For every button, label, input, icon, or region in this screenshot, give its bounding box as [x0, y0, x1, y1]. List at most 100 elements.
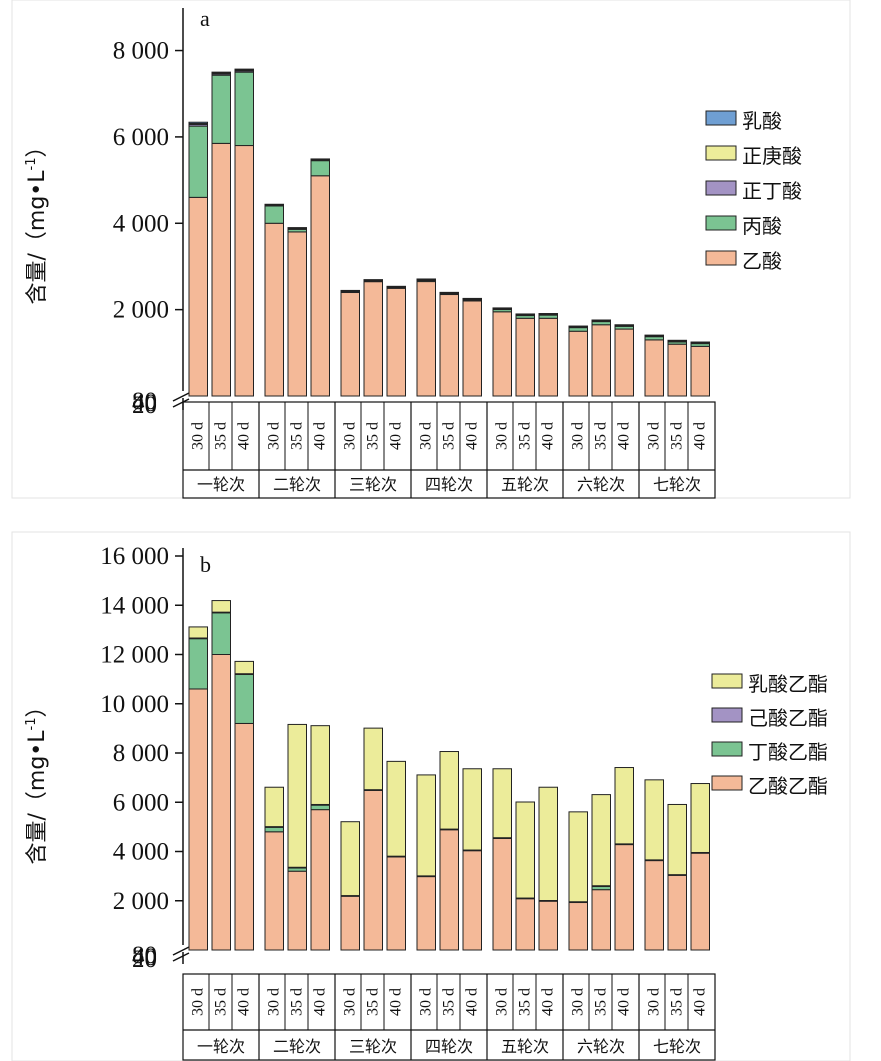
bar-乙酸-三轮次-35 d: [363, 281, 383, 397]
bar-乙酸乙酯-三轮次-40 d: [386, 855, 406, 951]
bar-乳酸乙酯-一轮次-35 d: [211, 600, 231, 613]
x-tick-label: 40 d: [388, 422, 405, 450]
x-tick-label: 40 d: [236, 988, 253, 1016]
bar-乳酸乙酯-三轮次-40 d: [386, 760, 406, 857]
bar-乙酸乙酯-六轮次-40 d: [614, 843, 634, 951]
bar-乳酸乙酯-五轮次-35 d: [515, 801, 535, 899]
bar-丙酸-二轮次-30 d: [264, 205, 284, 224]
x-tick-label: 35 d: [593, 988, 610, 1016]
y-tick-label: 8 000: [113, 38, 169, 65]
bar-乙酸乙酯-一轮次-40 d: [234, 722, 254, 951]
axis-break-mark: [172, 392, 190, 402]
x-tick-label: 35 d: [365, 422, 382, 450]
y-tick-label: 4 000: [113, 839, 169, 866]
bar-乙酸乙酯-五轮次-30 d: [492, 837, 512, 951]
x-tick-label: 30 d: [266, 988, 283, 1016]
bar-丙酸-一轮次-35 d: [211, 74, 231, 144]
x-tick-label: 40 d: [464, 422, 481, 450]
bar-乙酸乙酯-七轮次-40 d: [690, 852, 710, 951]
bar-乳酸乙酯-五轮次-30 d: [492, 768, 512, 839]
legend-swatch: [705, 180, 737, 196]
bar-乳酸-四轮次-30 d: [416, 278, 436, 281]
category-table: [182, 401, 716, 499]
x-tick-label: 30 d: [342, 422, 359, 450]
broken-axis-label: 40: [132, 944, 157, 971]
x-tick-label: 30 d: [570, 422, 587, 450]
y-axis-label: 含量/（mg•L-1）: [24, 135, 50, 304]
x-tick-label: 30 d: [418, 988, 435, 1016]
x-tick-label: 40 d: [312, 422, 329, 450]
x-tick-label: 40 d: [616, 988, 633, 1016]
x-tick-label: 40 d: [616, 422, 633, 450]
legend-label: 乙酸乙酯: [748, 774, 828, 798]
bar-乙酸-一轮次-40 d: [234, 145, 254, 397]
bar-乙酸-二轮次-30 d: [264, 222, 284, 397]
bar-乳酸-四轮次-40 d: [462, 297, 482, 300]
x-tick-label: 40 d: [540, 988, 557, 1016]
bar-乳酸-一轮次-30 d: [188, 121, 208, 125]
group-label: 六轮次: [577, 475, 625, 494]
bar-乙酸乙酯-四轮次-40 d: [462, 849, 482, 951]
bar-丁酸乙酯-一轮次-30 d: [188, 637, 208, 690]
y-axis-label-sup: -1: [24, 158, 39, 171]
y-tick-label: 14 000: [100, 592, 169, 619]
panel-frame: [11, 531, 851, 1061]
legend-label: 乳酸: [742, 109, 782, 133]
bar-乳酸-三轮次-40 d: [386, 285, 406, 288]
bar-丁酸乙酯-一轮次-35 d: [211, 612, 231, 656]
bar-乙酸乙酯-一轮次-35 d: [211, 654, 231, 951]
bar-乳酸-五轮次-35 d: [515, 313, 535, 316]
bar-乳酸-七轮次-40 d: [690, 341, 710, 344]
x-tick-label: 30 d: [190, 988, 207, 1016]
x-tick-label: 35 d: [365, 988, 382, 1016]
x-tick-label: 35 d: [517, 422, 534, 450]
bar-乙酸-一轮次-35 d: [211, 142, 231, 397]
group-label: 一轮次: [197, 475, 245, 494]
group-label: 一轮次: [197, 1037, 245, 1056]
bar-乙酸-七轮次-30 d: [644, 339, 664, 397]
bar-乳酸-二轮次-30 d: [264, 203, 284, 206]
legend-label: 乙酸: [742, 249, 782, 273]
legend-label: 乳酸乙酯: [748, 672, 828, 696]
bar-乳酸-七轮次-35 d: [667, 339, 687, 342]
x-tick-label: 30 d: [646, 422, 663, 450]
bar-乳酸乙酯-六轮次-30 d: [568, 811, 588, 903]
x-tick-label: 35 d: [517, 988, 534, 1016]
bar-乳酸-六轮次-35 d: [591, 319, 611, 322]
legend-swatch: [711, 707, 743, 723]
category-table: [182, 973, 716, 1061]
bar-丙酸-一轮次-30 d: [188, 125, 208, 198]
legend-swatch: [711, 741, 743, 757]
group-label: 三轮次: [349, 1037, 397, 1056]
bar-乳酸乙酯-六轮次-40 d: [614, 767, 634, 845]
bar-乳酸乙酯-四轮次-40 d: [462, 768, 482, 851]
bar-丁酸乙酯-一轮次-40 d: [234, 673, 254, 724]
x-tick-label: 35 d: [593, 422, 610, 450]
group-label: 五轮次: [501, 475, 549, 494]
y-tick-label: 2 000: [113, 297, 169, 324]
x-tick-label: 30 d: [570, 988, 587, 1016]
x-tick-label: 35 d: [289, 988, 306, 1016]
group-label: 二轮次: [273, 475, 321, 494]
bar-乳酸-二轮次-40 d: [310, 158, 330, 161]
bar-乳酸乙酯-七轮次-35 d: [667, 803, 687, 876]
bar-丙酸-一轮次-40 d: [234, 71, 254, 147]
bar-乙酸-二轮次-40 d: [310, 175, 330, 397]
bar-乳酸-一轮次-35 d: [211, 71, 231, 74]
x-tick-label: 35 d: [213, 422, 230, 450]
y-axis-label-text: 含量/（mg•L: [25, 170, 50, 305]
x-tick-label: 35 d: [289, 422, 306, 450]
bar-乳酸-六轮次-40 d: [614, 324, 634, 327]
legend-label: 丙酸: [742, 214, 782, 238]
bar-乙酸-三轮次-40 d: [386, 287, 406, 397]
bar-乳酸乙酯-四轮次-30 d: [416, 774, 436, 877]
x-tick-label: 30 d: [418, 422, 435, 450]
panel-label: b: [200, 552, 211, 577]
bar-乙酸-六轮次-30 d: [568, 330, 588, 397]
bar-乙酸乙酯-一轮次-30 d: [188, 688, 208, 951]
bar-乙酸乙酯-四轮次-30 d: [416, 875, 436, 951]
bar-乙酸-四轮次-35 d: [439, 294, 459, 397]
legend-label: 正庚酸: [742, 144, 802, 168]
broken-axis-label: 20: [132, 392, 157, 419]
